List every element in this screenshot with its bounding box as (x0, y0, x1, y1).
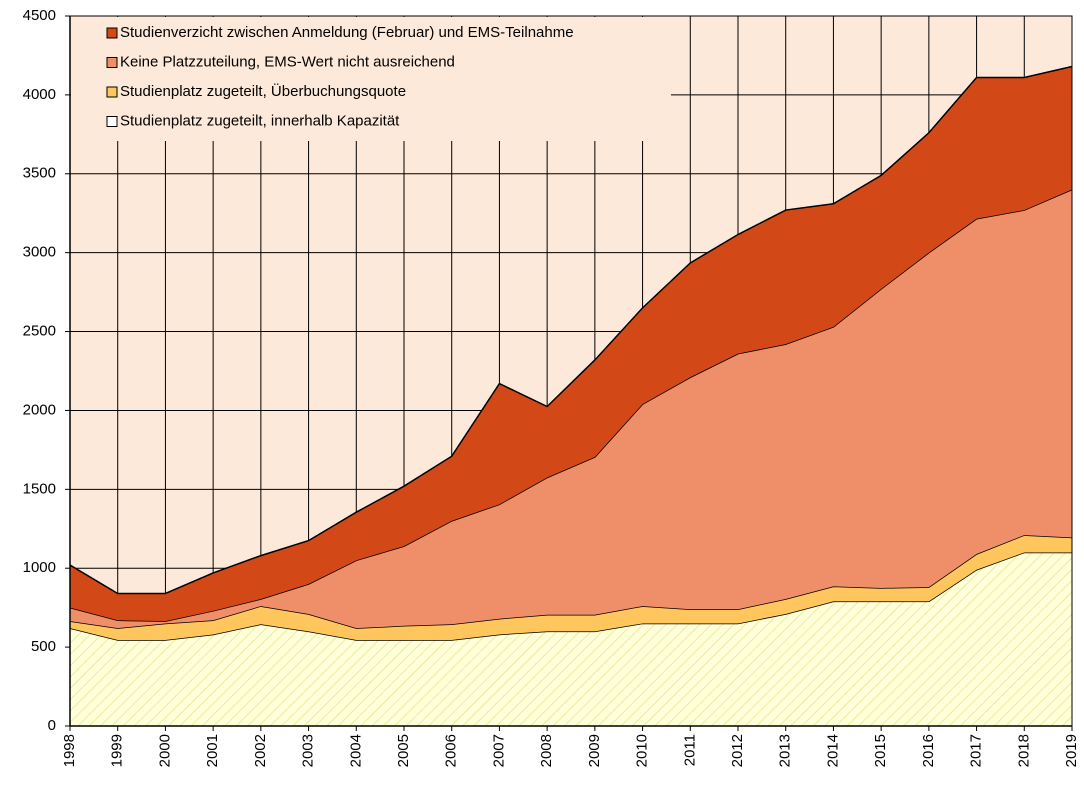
area (70, 189, 1072, 629)
x-tick-label: 2000 (156, 734, 173, 767)
y-tick-label: 3500 (23, 165, 56, 182)
legend-label: Keine Platzzuteilung, EMS-Wert nicht aus… (120, 53, 455, 70)
y-tick-label: 1500 (23, 480, 56, 497)
legend-swatch (106, 86, 118, 98)
x-tick-label: 2003 (300, 734, 317, 767)
x-tick-label: 2008 (538, 734, 555, 767)
area (70, 66, 1072, 622)
area-hatch (70, 552, 1072, 726)
x-tick-label: 1998 (61, 734, 78, 767)
y-tick-label: 3000 (23, 244, 56, 261)
y-tick-label: 4500 (23, 7, 56, 24)
x-tick-label: 2013 (777, 734, 794, 767)
x-tick-label: 2002 (252, 734, 269, 767)
x-tick-label: 2005 (395, 734, 412, 767)
y-tick-label: 1000 (23, 559, 56, 576)
x-tick-label: 2009 (586, 734, 603, 767)
y-tick-label: 4000 (23, 86, 56, 103)
x-tick-label: 2016 (920, 734, 937, 767)
x-tick-label: 2015 (872, 734, 889, 767)
legend-swatch (106, 116, 118, 127)
x-tick-label: 2001 (204, 734, 221, 767)
x-tick-label: 2004 (347, 734, 364, 767)
x-tick-label: 2019 (1063, 734, 1080, 767)
y-tick-label: 2500 (23, 323, 56, 340)
area (70, 535, 1072, 641)
legend-label: Studienverzicht zwischen Anmeldung (Febr… (120, 24, 574, 41)
x-tick-label: 2011 (681, 734, 698, 766)
y-tick-label: 2000 (23, 401, 56, 418)
x-tick-label: 2017 (968, 734, 985, 767)
legend-swatch (106, 57, 118, 68)
y-tick-label: 500 (31, 638, 56, 655)
legend-label: Studienplatz zugeteilt, innerhalb Kapazi… (120, 112, 400, 129)
x-tick-label: 1999 (109, 734, 126, 767)
x-tick-label: 2012 (729, 734, 746, 767)
x-tick-label: 2014 (824, 734, 841, 767)
legend-swatch (106, 27, 118, 39)
legend-box (71, 17, 671, 141)
x-tick-label: 2010 (634, 734, 651, 767)
area-edge (69, 65, 1073, 595)
x-tick-label: 2018 (1015, 734, 1032, 767)
x-tick-label: 2007 (490, 734, 507, 767)
plot-border (69, 15, 1073, 727)
legend-label: Studienplatz zugeteilt, Überbuchungsquot… (120, 82, 406, 100)
x-tick-label: 2006 (443, 734, 460, 767)
y-tick-label: 0 (48, 717, 56, 734)
